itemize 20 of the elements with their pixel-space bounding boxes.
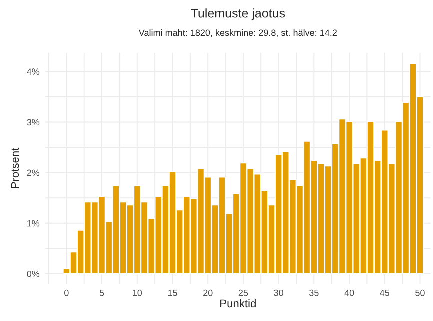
- y-tick-label: 4%: [27, 68, 40, 75]
- x-tick-label: 50: [416, 290, 425, 296]
- y-axis-title: Protsent: [11, 148, 20, 188]
- x-tick-label: 20: [204, 290, 213, 296]
- x-tick-label: 15: [168, 290, 178, 296]
- x-tick-label: 5: [100, 290, 104, 296]
- y-tick-label: 1%: [28, 220, 40, 227]
- y-tick-label: 0%: [27, 270, 40, 278]
- x-axis-title: Punktid: [220, 299, 256, 308]
- chart-title: Tulemuste jaotus: [191, 8, 286, 20]
- x-tick-label: 10: [133, 290, 142, 296]
- x-tick-label: 0: [64, 290, 69, 296]
- x-tick-label: 40: [344, 290, 354, 296]
- x-tick-label: 35: [309, 290, 319, 296]
- x-tick-label: 45: [380, 290, 390, 296]
- chart-subtitle: Valimi maht: 1820, keskmine: 29.8, st. hälve: 14.2: [138, 29, 337, 38]
- x-tick-label: 25: [238, 290, 248, 296]
- y-tick-label: 3%: [27, 119, 40, 126]
- y-tick-label: 2%: [27, 170, 40, 176]
- x-tick-label: 30: [274, 290, 284, 296]
